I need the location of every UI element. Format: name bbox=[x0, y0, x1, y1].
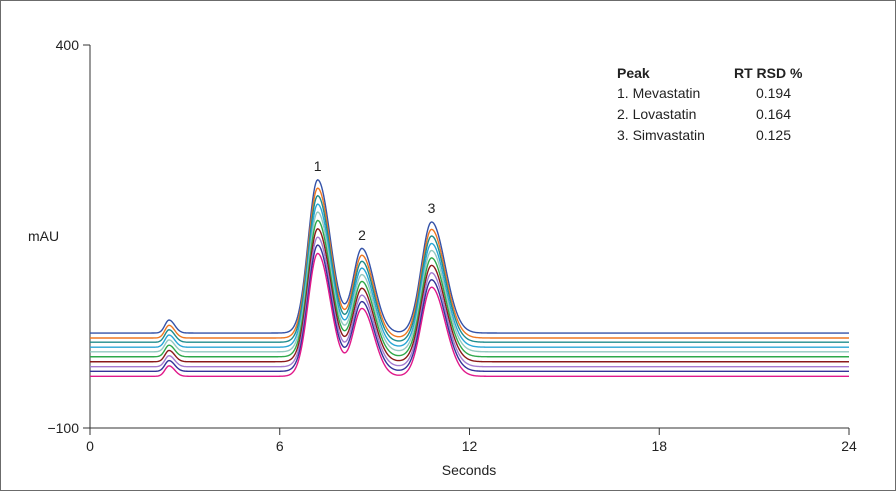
x-tick-label: 24 bbox=[841, 438, 857, 454]
series-line bbox=[90, 178, 849, 334]
series-line bbox=[90, 211, 849, 353]
peak-label-layer: 1 2 3 bbox=[314, 158, 436, 243]
y-axis-label: mAU bbox=[28, 228, 59, 244]
rsd-table: Peak RT RSD % 1. Mevastatin 0.194 2. Lov… bbox=[617, 65, 803, 143]
table-row-value: 0.125 bbox=[756, 127, 791, 143]
series-line bbox=[90, 227, 849, 363]
series-line bbox=[90, 236, 849, 368]
series-line bbox=[90, 194, 849, 343]
peak-label: 3 bbox=[428, 200, 436, 216]
table-row-value: 0.194 bbox=[756, 85, 791, 101]
table-row-name: 1. Mevastatin bbox=[617, 85, 700, 101]
series-line bbox=[90, 203, 849, 348]
series-line bbox=[90, 219, 849, 358]
x-tick-label: 0 bbox=[86, 438, 94, 454]
series-line bbox=[90, 187, 849, 339]
table-row-value: 0.164 bbox=[756, 106, 791, 122]
table-header-rsd: RT RSD % bbox=[734, 65, 803, 81]
table-row-name: 3. Simvastatin bbox=[617, 127, 705, 143]
x-tick-label: 18 bbox=[651, 438, 667, 454]
peak-label: 1 bbox=[314, 158, 322, 174]
table-header-peak: Peak bbox=[617, 65, 650, 81]
y-tick-label: 400 bbox=[56, 37, 80, 53]
x-tick-label: 12 bbox=[462, 438, 478, 454]
series-layer bbox=[90, 178, 849, 377]
x-tick-label: 6 bbox=[276, 438, 284, 454]
y-tick-label: −100 bbox=[47, 420, 79, 436]
table-row-name: 2. Lovastatin bbox=[617, 106, 696, 122]
series-line bbox=[90, 252, 849, 377]
peak-label: 2 bbox=[358, 227, 366, 243]
series-line bbox=[90, 244, 849, 373]
x-axis-label: Seconds bbox=[442, 462, 496, 478]
